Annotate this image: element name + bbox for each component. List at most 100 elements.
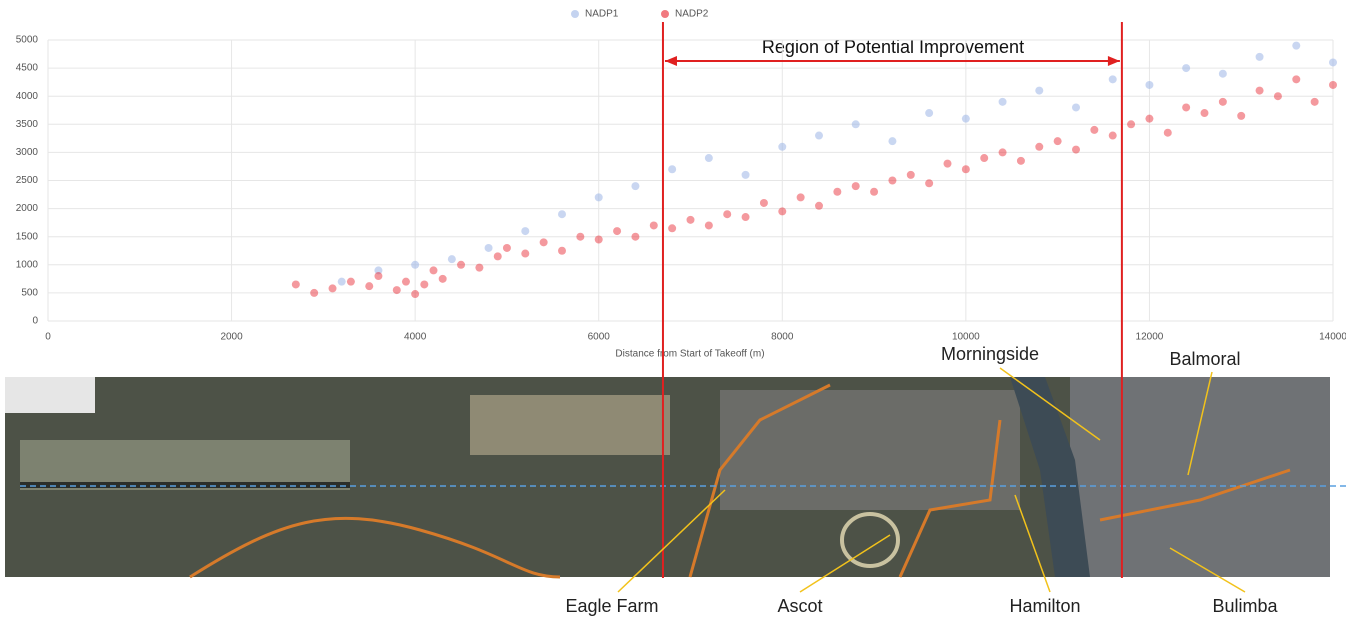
boundary xyxy=(688,383,1291,578)
point xyxy=(961,114,970,123)
series xyxy=(337,41,1337,286)
point xyxy=(851,182,860,191)
boundary xyxy=(189,516,561,579)
point xyxy=(1200,109,1209,118)
point xyxy=(1329,58,1337,67)
x-tick-label: 2000 xyxy=(220,332,243,343)
x-axis-title: Distance from Start of Takeoff (m) xyxy=(615,349,764,360)
point xyxy=(365,282,374,291)
point xyxy=(815,131,823,140)
point xyxy=(815,201,823,210)
point xyxy=(1035,142,1044,151)
point xyxy=(1145,114,1154,123)
point xyxy=(649,221,658,230)
point xyxy=(1053,137,1062,146)
map-label: Bulimba xyxy=(1212,596,1278,616)
point xyxy=(558,210,566,219)
point xyxy=(668,165,677,174)
urban-area xyxy=(720,390,1020,510)
point xyxy=(521,227,530,236)
x-tick-label: 12000 xyxy=(1136,332,1164,343)
y-tick-label: 0 xyxy=(32,316,38,327)
point xyxy=(961,165,970,174)
legend-marker xyxy=(571,10,579,18)
point xyxy=(668,224,677,233)
point xyxy=(888,137,897,146)
y-tick-label: 1500 xyxy=(16,231,39,242)
point xyxy=(778,207,787,216)
label-pointer xyxy=(1187,371,1213,476)
point xyxy=(943,159,952,168)
point xyxy=(411,260,420,269)
point xyxy=(1072,103,1080,112)
point xyxy=(686,215,695,224)
point xyxy=(1329,80,1337,89)
legend-marker xyxy=(661,10,669,18)
urban-area xyxy=(1070,377,1330,577)
x-tick-label: 6000 xyxy=(588,332,611,343)
point xyxy=(631,232,640,241)
point xyxy=(438,274,447,283)
map-label: Morningside xyxy=(941,344,1039,364)
map-label: Ascot xyxy=(777,596,822,616)
point xyxy=(613,227,622,236)
point xyxy=(723,210,732,219)
y-tick-label: 4000 xyxy=(16,91,39,102)
point xyxy=(457,260,466,269)
label-pointer xyxy=(1014,494,1051,593)
point xyxy=(796,193,805,202)
point xyxy=(1016,156,1025,165)
point xyxy=(576,232,585,241)
point xyxy=(778,142,787,151)
point xyxy=(870,187,879,196)
point xyxy=(328,284,337,293)
point xyxy=(998,148,1007,157)
label-pointer xyxy=(1169,547,1246,593)
x-tick-label: 10000 xyxy=(952,332,980,343)
point xyxy=(925,179,934,188)
point xyxy=(1090,125,1099,134)
legend-label: NADP1 xyxy=(585,9,619,20)
label-pointer xyxy=(999,367,1101,441)
series xyxy=(291,75,1337,299)
point xyxy=(1237,111,1246,120)
point xyxy=(1310,97,1319,106)
y-tick-label: 5000 xyxy=(16,35,39,46)
y-tick-label: 2000 xyxy=(16,203,39,214)
point xyxy=(704,221,713,230)
point xyxy=(521,249,530,258)
y-tick-label: 3500 xyxy=(16,119,39,130)
map-label: Eagle Farm xyxy=(565,596,658,616)
point xyxy=(1292,75,1301,84)
point xyxy=(594,193,603,202)
x-tick-label: 8000 xyxy=(771,332,794,343)
arrow-head xyxy=(664,56,677,66)
map-label: Balmoral xyxy=(1169,349,1240,369)
point xyxy=(1072,145,1080,154)
point xyxy=(1273,92,1282,101)
point xyxy=(310,288,319,297)
point xyxy=(1255,86,1264,95)
arrow-head xyxy=(1107,56,1120,66)
land-area xyxy=(470,395,670,455)
y-tick-label: 1000 xyxy=(16,259,39,270)
point xyxy=(631,182,640,191)
point xyxy=(337,277,346,286)
x-tick-label: 14000 xyxy=(1319,332,1346,343)
point xyxy=(374,272,383,281)
map-label: Hamilton xyxy=(1009,596,1080,616)
point xyxy=(980,154,989,163)
point xyxy=(539,238,548,247)
point xyxy=(704,154,713,163)
point xyxy=(1108,131,1117,140)
label-pointer xyxy=(617,489,726,593)
point xyxy=(1163,128,1172,137)
legend-label: NADP2 xyxy=(675,9,709,20)
point xyxy=(374,266,383,275)
point xyxy=(1127,120,1136,129)
runway xyxy=(20,482,350,488)
point xyxy=(759,198,768,207)
river xyxy=(1010,377,1090,577)
point xyxy=(1218,69,1227,78)
